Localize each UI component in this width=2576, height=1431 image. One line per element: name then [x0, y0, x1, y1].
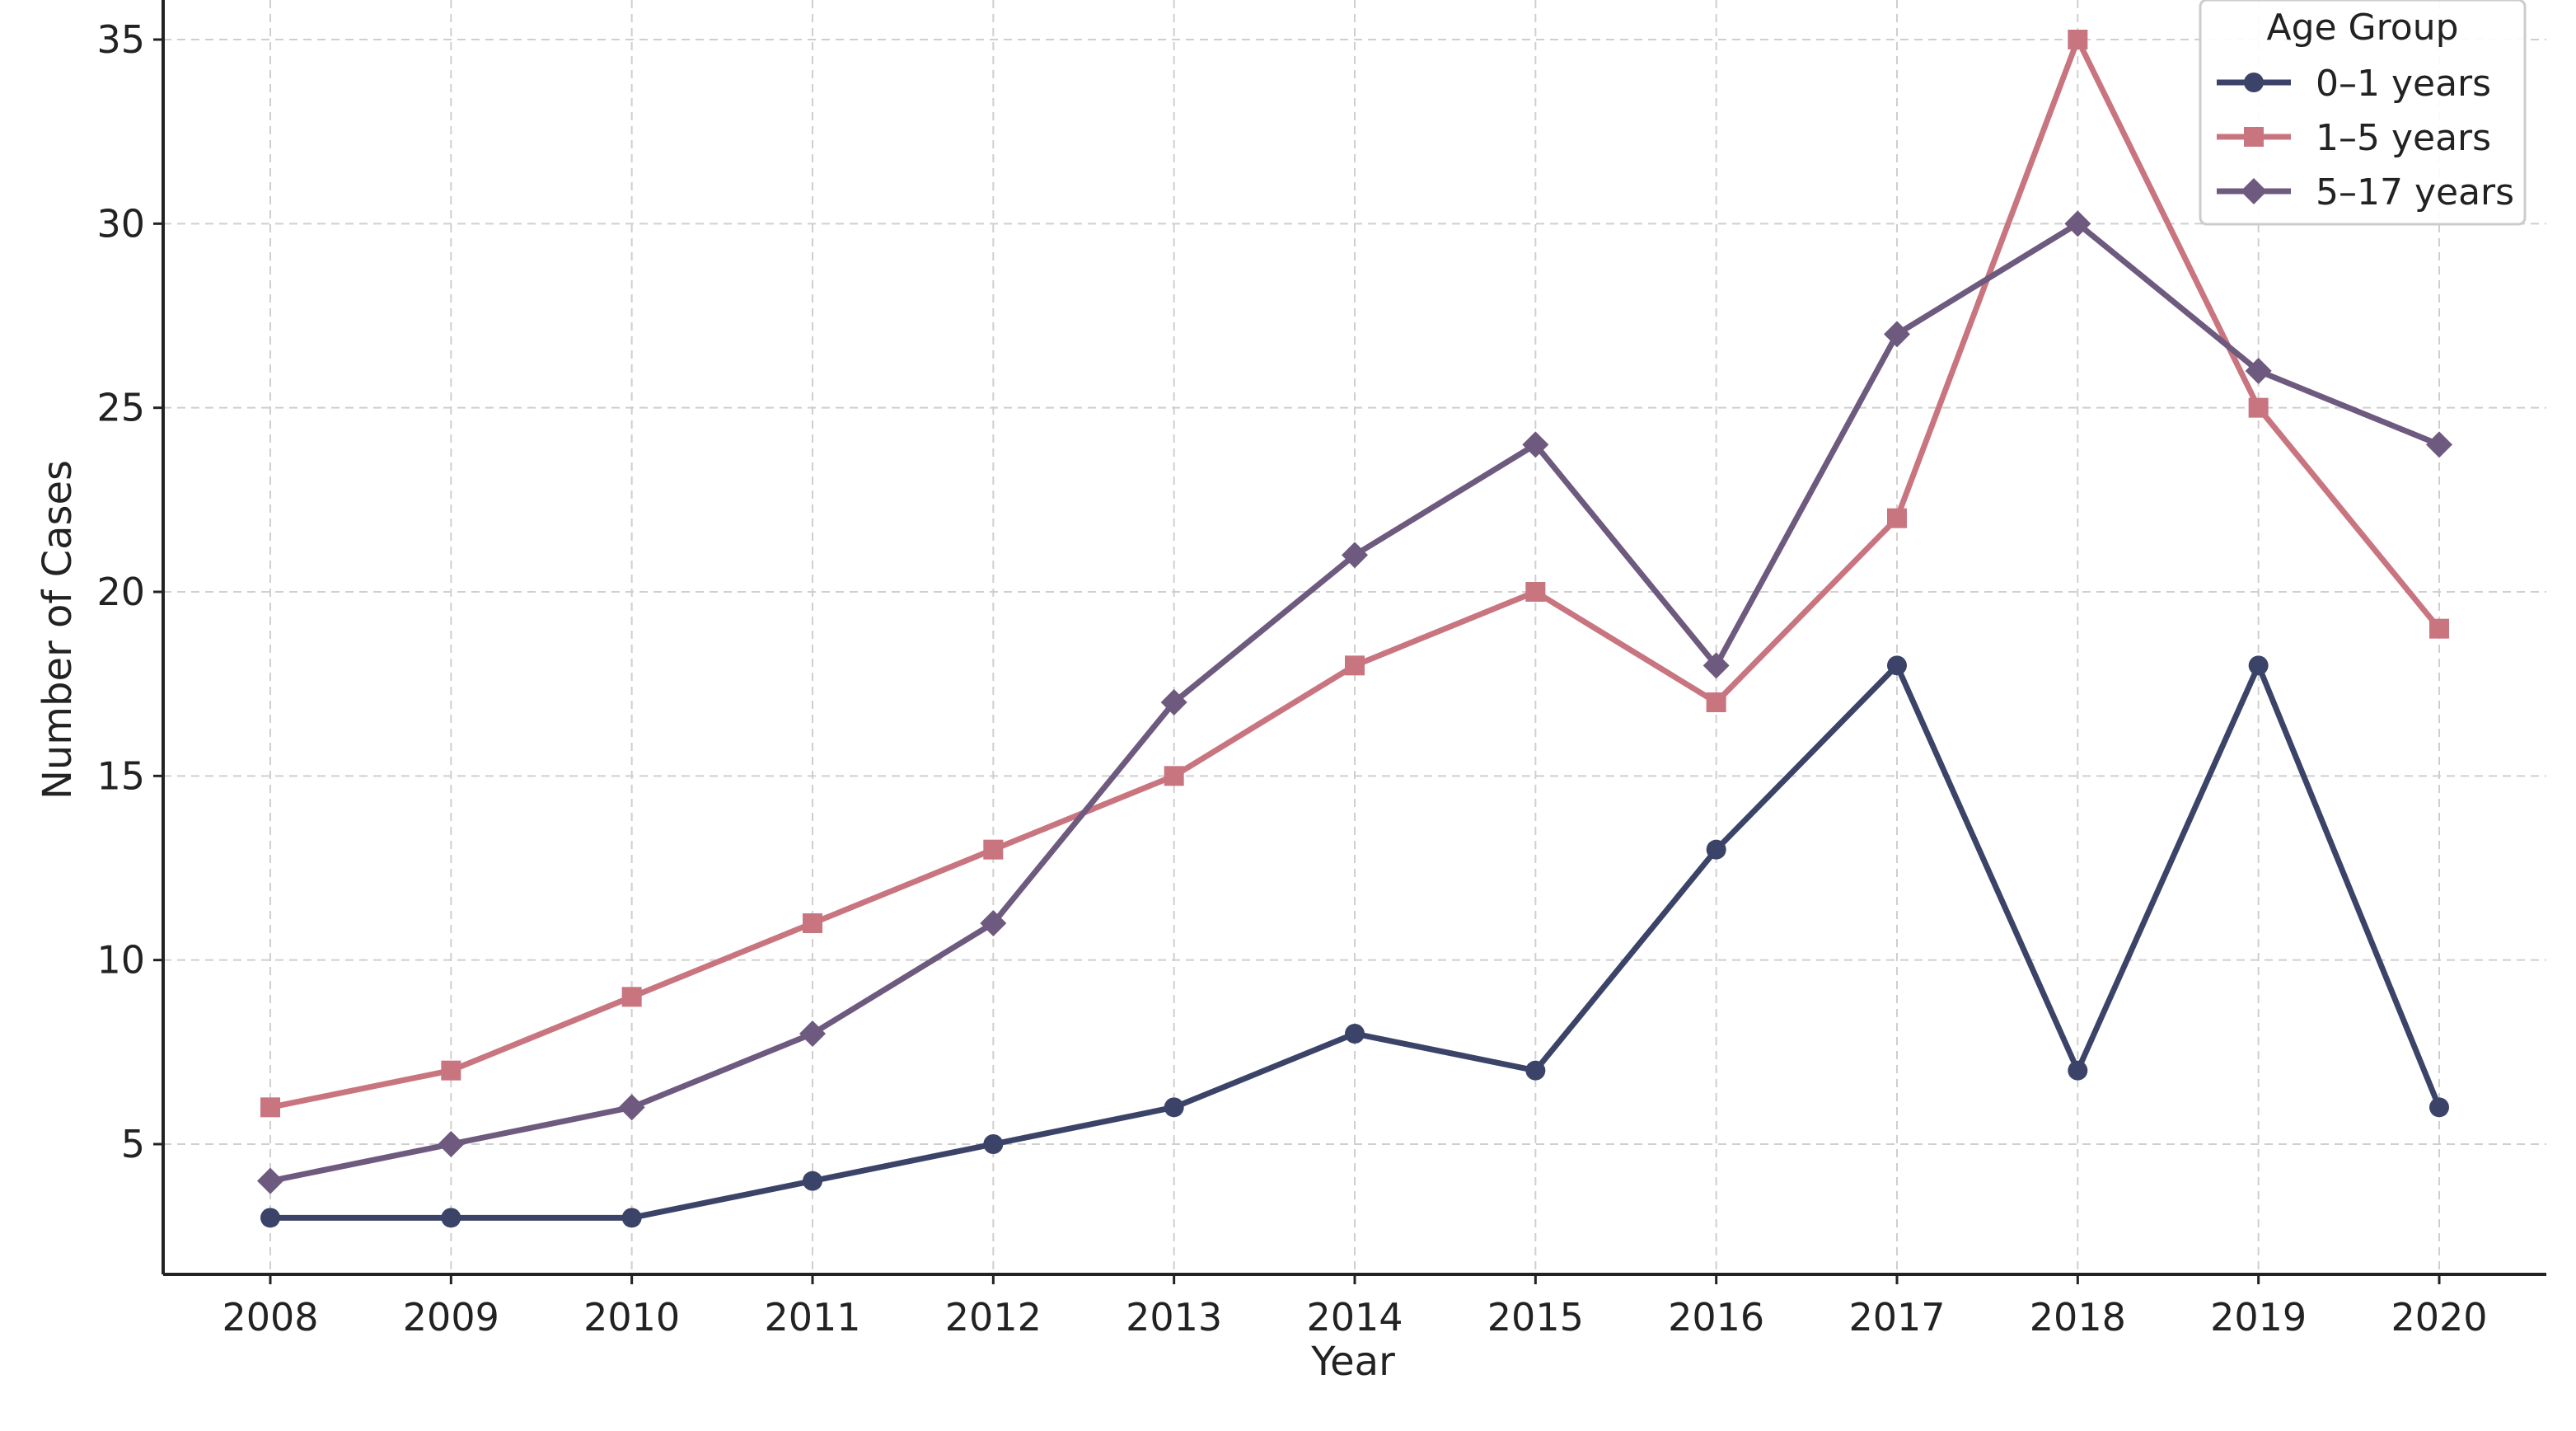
data-point	[621, 987, 642, 1007]
y-tick-label: 30	[96, 201, 145, 246]
series-1	[260, 30, 2449, 1118]
data-point	[983, 839, 1004, 860]
legend-label: 1–5 years	[2316, 117, 2491, 159]
x-tick-label: 2009	[403, 1295, 499, 1340]
data-point	[1706, 692, 1726, 712]
legend-item: 5–17 years	[2217, 171, 2514, 213]
legend: Age Group 0–1 years 1–5 years 5–17 years	[2199, 0, 2527, 226]
data-point	[438, 1131, 465, 1157]
data-point	[621, 1208, 642, 1228]
data-point	[441, 1208, 461, 1228]
y-axis-title: Number of Cases	[35, 460, 81, 800]
series-2	[257, 210, 2452, 1194]
x-tick-label: 2012	[945, 1295, 1042, 1340]
data-point	[2429, 1097, 2449, 1118]
x-tick-label: 2018	[2030, 1295, 2126, 1340]
legend-swatch-marker	[2244, 127, 2264, 147]
data-point	[2248, 655, 2269, 676]
legend-swatch-marker	[2241, 178, 2267, 204]
x-axis-title: Year	[1310, 1339, 1395, 1385]
y-tick-label: 15	[96, 753, 145, 798]
legend-swatch-marker	[2244, 73, 2264, 92]
data-point	[803, 1171, 822, 1191]
data-point	[803, 913, 822, 933]
y-tick-label: 25	[96, 386, 145, 430]
data-point	[2068, 30, 2088, 49]
data-point	[1522, 431, 1549, 458]
data-point	[1345, 1024, 1365, 1044]
data-point	[2064, 210, 2091, 237]
data-point	[1160, 689, 1187, 716]
legend-label: 5–17 years	[2316, 171, 2514, 213]
x-tick-label: 2016	[1668, 1295, 1764, 1340]
data-point	[618, 1094, 645, 1121]
x-tick-label: 2010	[583, 1295, 680, 1340]
data-point	[1345, 655, 1365, 676]
legend-item: 1–5 years	[2217, 117, 2491, 159]
data-point	[1164, 766, 1184, 786]
x-tick-label: 2020	[2391, 1295, 2487, 1340]
x-tick-label: 2008	[222, 1295, 318, 1340]
data-point	[1164, 1097, 1184, 1118]
y-tick-label: 5	[121, 1122, 145, 1166]
legend-items: 0–1 years 1–5 years 5–17 years	[2217, 63, 2514, 213]
data-point	[2248, 397, 2269, 418]
data-point	[980, 910, 1007, 936]
x-tick-label: 2014	[1306, 1295, 1403, 1340]
data-point	[260, 1097, 280, 1118]
x-tick-label: 2019	[2210, 1295, 2307, 1340]
x-tick-label: 2013	[1126, 1295, 1222, 1340]
legend-box	[2199, 0, 2527, 226]
x-tick-label: 2011	[764, 1295, 860, 1340]
data-point	[2245, 358, 2272, 384]
data-point	[2429, 618, 2449, 639]
legend-label: 0–1 years	[2316, 63, 2491, 105]
legend-item: 0–1 years	[2217, 63, 2491, 105]
data-point	[257, 1167, 283, 1194]
data-point	[2068, 1060, 2088, 1081]
y-ticks: 5 10 15 20 25 30 35	[96, 17, 163, 1166]
data-point	[441, 1060, 461, 1081]
y-tick-label: 10	[96, 938, 145, 983]
data-point	[260, 1208, 280, 1228]
x-ticks: 2008 2009 2010 2011 2012 2013 2014 2015 2016 2017…	[222, 1274, 2488, 1340]
data-point	[1887, 508, 1907, 528]
data-point	[799, 1020, 826, 1047]
x-tick-label: 2015	[1487, 1295, 1584, 1340]
y-tick-label: 35	[96, 17, 145, 62]
data-point	[1887, 655, 1907, 676]
data-point	[1525, 1060, 1546, 1081]
series-0	[260, 655, 2449, 1228]
data-point	[1342, 542, 1368, 569]
data-point	[1703, 652, 1730, 679]
data-point	[983, 1134, 1004, 1154]
series	[257, 30, 2452, 1228]
data-point	[2426, 431, 2452, 458]
legend-title: Age Group	[2266, 7, 2458, 49]
x-tick-label: 2017	[1848, 1295, 1945, 1340]
y-tick-label: 20	[96, 570, 145, 614]
grid	[163, 0, 2546, 1274]
data-point	[1884, 321, 1910, 348]
data-point	[1706, 839, 1726, 860]
data-point	[1525, 582, 1546, 602]
